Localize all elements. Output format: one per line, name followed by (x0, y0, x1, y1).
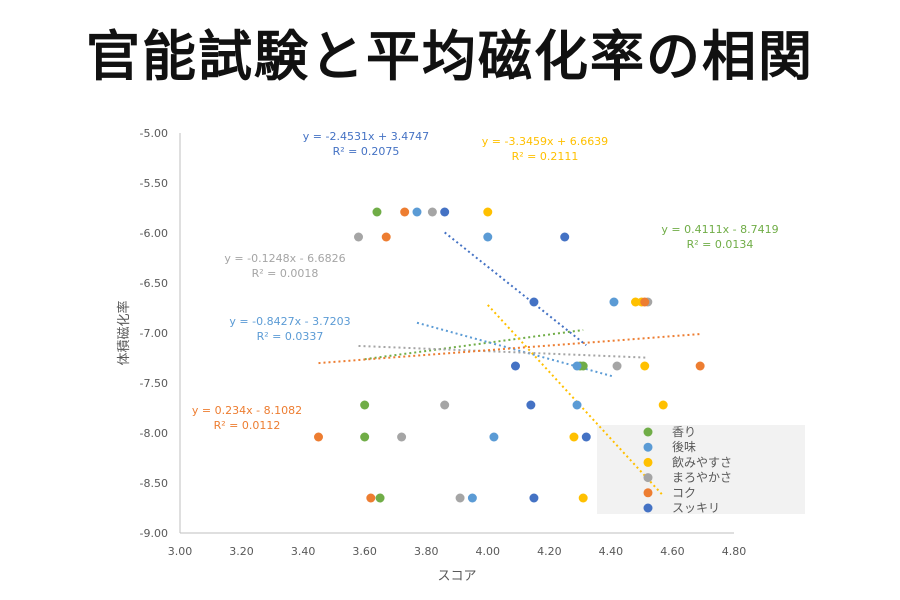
data-point (510, 361, 520, 371)
data-point (412, 207, 422, 217)
trendline-r2: R² = 0.0337 (257, 330, 324, 343)
trendline-r2: R² = 0.0112 (214, 419, 281, 432)
trendline-equation: y = -0.8427x - 3.7203 (229, 315, 350, 328)
trendline (487, 304, 664, 497)
data-point (440, 400, 450, 410)
data-point (440, 207, 450, 217)
data-point (372, 207, 382, 217)
y-tick-labels: -5.00 -5.50 -6.00 -6.50 -7.00 -7.50 -8.00 -8.50… (140, 127, 168, 540)
trendline-r2: R² = 0.0134 (687, 238, 754, 251)
data-point (483, 232, 493, 242)
y-tick-label: -8.50 (140, 477, 168, 490)
x-tick-label: 3.40 (291, 545, 316, 558)
data-point (397, 432, 407, 442)
x-tick-label: 3.00 (168, 545, 193, 558)
data-point (483, 207, 493, 217)
legend-label: 飲みやすさ (672, 454, 732, 469)
legend-label: スッキリ (672, 501, 720, 515)
y-tick-label: -9.00 (140, 527, 168, 540)
y-tick-label: -7.50 (140, 377, 168, 390)
legend-marker (643, 488, 653, 498)
data-point (467, 493, 477, 503)
legend-marker (643, 473, 653, 483)
data-point (578, 361, 588, 371)
data-point (695, 361, 705, 371)
legend-box (597, 425, 805, 514)
axes (179, 133, 734, 534)
data-point (640, 361, 650, 371)
data-point (360, 432, 370, 442)
data-point (375, 493, 385, 503)
y-axis-label: 体積磁化率 (116, 300, 132, 365)
data-point (360, 400, 370, 410)
x-tick-label: 3.80 (414, 545, 439, 558)
data-point (366, 493, 376, 503)
data-point (578, 493, 588, 503)
y-tick-label: -5.00 (140, 127, 168, 140)
y-tick-label: -7.00 (140, 327, 168, 340)
x-tick-label: 4.00 (476, 545, 501, 558)
data-point (400, 207, 410, 217)
trendline-equation: y = -2.4531x + 3.4747 (303, 130, 429, 143)
legend-marker (643, 442, 653, 452)
trendline (358, 344, 648, 359)
data-point (569, 432, 579, 442)
legend-label: コク (672, 486, 696, 500)
data-point (455, 493, 465, 503)
trendline-r2: R² = 0.2075 (333, 145, 400, 158)
data-point (381, 232, 391, 242)
x-tick-label: 4.20 (537, 545, 562, 558)
trendline (444, 231, 587, 347)
x-tick-labels: 3.00 3.20 3.40 3.60 3.80 4.00 4.20 4.40 4.60 4.80 (168, 545, 747, 558)
data-point (572, 400, 582, 410)
y-tick-label: -8.00 (140, 427, 168, 440)
legend-marker (643, 457, 653, 467)
trendline (364, 329, 584, 361)
data-point (560, 232, 570, 242)
page-title: 官能試験と平均磁化率の相関 (86, 25, 814, 88)
trendline-r2: R² = 0.0018 (252, 267, 319, 280)
trendline-equations: y = 0.4111x - 8.7419 R² = 0.0134 y = -0.84… (192, 130, 779, 432)
data-point (489, 432, 499, 442)
data-point (640, 297, 650, 307)
data-points (314, 207, 705, 503)
x-tick-label: 4.40 (599, 545, 624, 558)
legend-label: 後味 (672, 440, 696, 454)
data-point (658, 400, 668, 410)
x-axis-label: スコア (437, 569, 476, 584)
x-tick-label: 4.60 (660, 545, 685, 558)
data-point (529, 493, 539, 503)
x-tick-label: 3.60 (352, 545, 377, 558)
x-tick-label: 3.20 (229, 545, 254, 558)
data-point (581, 432, 591, 442)
trendline-equation: y = -3.3459x + 6.6639 (482, 135, 608, 148)
trendline-equation: y = -0.1248x - 6.6826 (224, 252, 345, 265)
trendline-r2: R² = 0.2111 (512, 150, 579, 163)
y-tick-label: -6.50 (140, 277, 168, 290)
legend-marker (643, 503, 653, 513)
legend-label: 香り (672, 425, 696, 439)
y-tick-label: -6.00 (140, 227, 168, 240)
x-tick-label: 4.80 (722, 545, 747, 558)
data-point (631, 297, 641, 307)
legend-marker (643, 427, 653, 437)
data-point (314, 432, 323, 442)
trendline-equation: y = 0.4111x - 8.7419 (661, 223, 778, 236)
data-point (572, 361, 582, 371)
data-point (526, 400, 536, 410)
legend-label: まろやかさ (672, 471, 732, 485)
data-point (529, 297, 539, 307)
data-point (609, 297, 619, 307)
data-point (427, 207, 437, 217)
trendline (318, 333, 701, 365)
y-tick-label: -5.50 (140, 177, 168, 190)
data-point (612, 361, 622, 371)
data-point (354, 232, 364, 242)
trendline-equation: y = 0.234x - 8.1082 (192, 404, 302, 417)
